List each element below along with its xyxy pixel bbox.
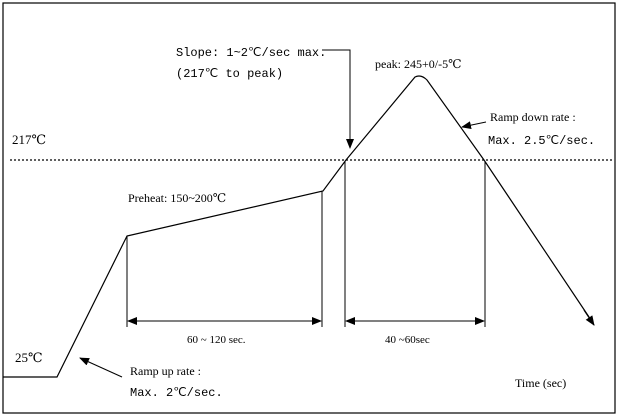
slope-callout-arrow — [322, 49, 354, 149]
reflow-duration-label: 40 ~60sec — [385, 334, 430, 346]
preheat-label: Preheat: 150~200℃ — [128, 191, 226, 205]
ramp-up-callout-arrow — [79, 357, 123, 378]
ramp-down-callout-arrow — [461, 121, 487, 130]
slope-label-line2: (217℃ to peak) — [176, 67, 283, 81]
ramp-down-label-line2: Max. 2.5℃/sec. — [488, 134, 595, 148]
temperature-profile-curve — [3, 75, 594, 378]
ramp-down-label-line1: Ramp down rate : — [490, 110, 576, 124]
preheat-duration-label: 60 ~ 120 sec. — [187, 334, 246, 346]
diagram-frame — [2, 2, 616, 414]
ramp-up-label-line1: Ramp up rate : — [130, 364, 201, 378]
peak-label: peak: 245+0/-5℃ — [375, 57, 462, 71]
slope-label-line1: Slope: 1~2℃/sec max. — [176, 46, 326, 60]
label-217: 217℃ — [12, 132, 46, 147]
ramp-down-arrow — [583, 309, 595, 326]
time-axis-label: Time (sec) — [515, 376, 566, 390]
label-25: 25℃ — [15, 350, 43, 365]
ramp-up-label-line2: Max. 2℃/sec. — [130, 386, 223, 400]
